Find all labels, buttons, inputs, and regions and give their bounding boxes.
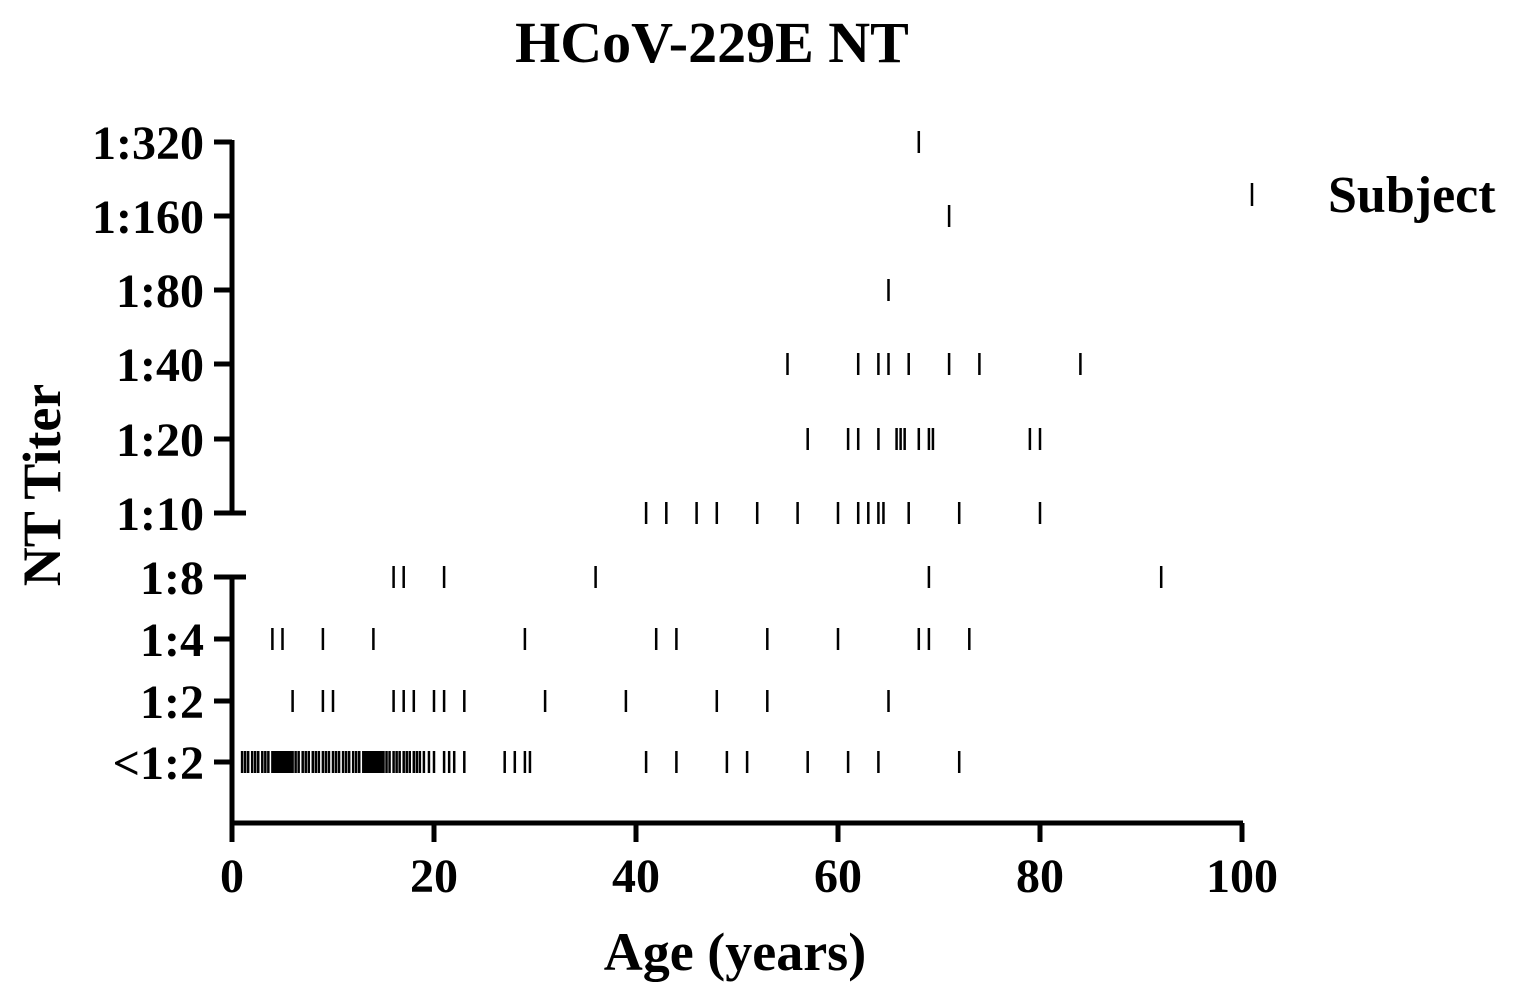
- y-ticks: <1:2 1:2 1:4 1:8 1:10 1:20 1:40 1:80 1:160 1:320: [92, 117, 232, 790]
- x-tick-label-100: 100: [1206, 850, 1278, 903]
- legend-label: Subject: [1328, 167, 1496, 224]
- y-tick-label-1-2: 1:2: [140, 676, 204, 729]
- y-tick-label-1-80: 1:80: [116, 265, 204, 318]
- y-tick-label-1-320: 1:320: [92, 117, 204, 170]
- y-tick-label-lt1-2: <1:2: [113, 737, 204, 790]
- x-tick-label-60: 60: [814, 850, 862, 903]
- x-ticks: 0 20 40 60 80 100: [220, 823, 1278, 903]
- legend: Subject: [1250, 167, 1496, 224]
- x-tick-label-0: 0: [220, 850, 244, 903]
- y-tick-label-1-8: 1:8: [140, 552, 204, 605]
- x-tick-label-40: 40: [612, 850, 660, 903]
- axes: [229, 140, 1243, 826]
- y-tick-label-1-4: 1:4: [140, 614, 204, 667]
- x-tick-label-20: 20: [410, 850, 458, 903]
- data-marks: [240, 131, 1163, 773]
- x-axis-label: Age (years): [604, 922, 866, 982]
- chart-title: HCoV-229E NT: [515, 10, 909, 75]
- y-tick-label-1-160: 1:160: [92, 191, 204, 244]
- y-axis-label: NT Titer: [12, 384, 72, 587]
- y-tick-label-1-20: 1:20: [116, 414, 204, 467]
- x-tick-label-80: 80: [1016, 850, 1064, 903]
- y-tick-label-1-40: 1:40: [116, 339, 204, 392]
- y-tick-label-1-10: 1:10: [116, 488, 204, 541]
